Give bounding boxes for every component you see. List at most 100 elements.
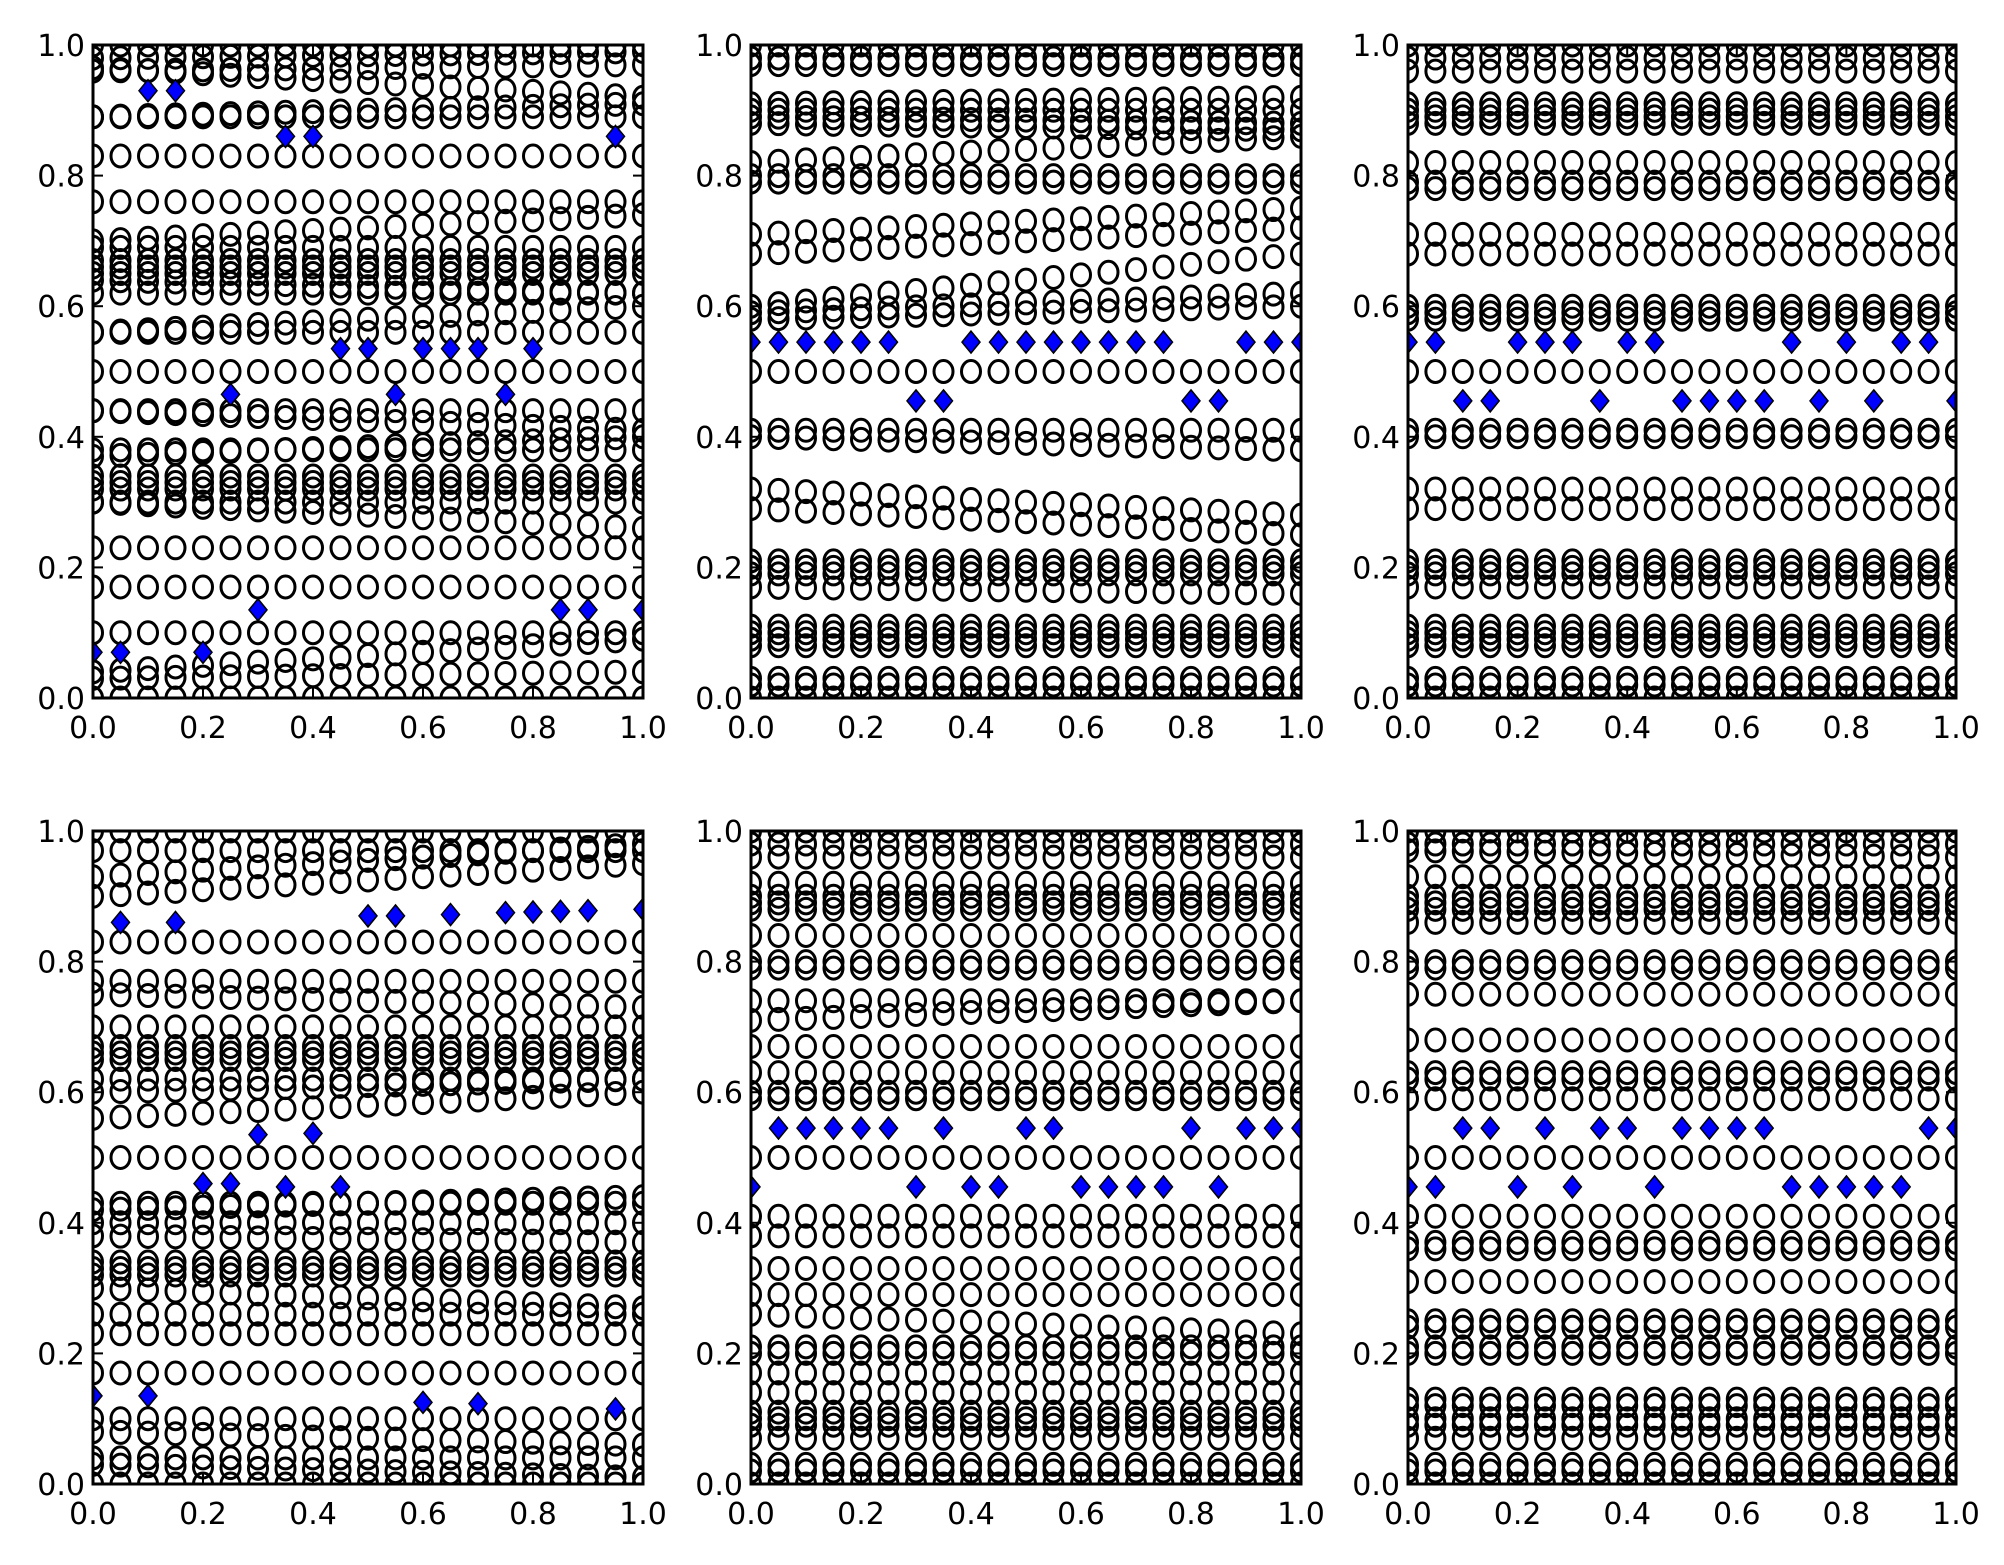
circle-marker — [93, 1451, 104, 1477]
circle-marker — [1808, 58, 1830, 84]
circle-marker — [1070, 1203, 1092, 1229]
circle-marker — [1534, 665, 1556, 691]
circle-marker — [192, 1406, 214, 1432]
circle-marker — [1917, 417, 1940, 443]
circle-marker — [1945, 909, 1956, 935]
circle-marker — [1235, 45, 1257, 58]
circle-marker — [1408, 1334, 1419, 1360]
circle-marker — [1588, 561, 1611, 587]
circle-marker — [751, 52, 762, 78]
circle-marker — [1290, 955, 1301, 981]
circle-marker — [1698, 476, 1721, 502]
circle-marker — [137, 1445, 159, 1471]
circle-marker — [1479, 58, 1502, 84]
circle-marker — [1616, 981, 1639, 1007]
circle-marker — [192, 470, 214, 496]
circle-marker — [192, 1471, 214, 1484]
circle-marker — [822, 480, 845, 506]
circle-marker — [1097, 359, 1120, 384]
circle-marker — [439, 302, 462, 328]
y-tick-label: 0.8 — [37, 160, 85, 195]
circle-marker — [137, 620, 159, 646]
circle-marker — [1917, 909, 1940, 935]
circle-marker — [604, 1229, 627, 1255]
circle-marker — [192, 1047, 214, 1073]
circle-marker — [1698, 1334, 1721, 1360]
circle-marker — [1290, 502, 1301, 528]
circle-marker — [1725, 1060, 1748, 1086]
circle-marker — [1862, 1203, 1885, 1229]
circle-marker — [932, 106, 955, 132]
circle-marker — [329, 463, 352, 489]
circle-marker — [1506, 949, 1529, 975]
y-tick-label: 0.0 — [695, 682, 743, 717]
circle-marker — [1207, 97, 1230, 123]
circle-marker — [1180, 579, 1202, 605]
circle-marker — [987, 97, 1010, 123]
circle-marker — [795, 1412, 817, 1438]
circle-marker — [247, 1471, 269, 1484]
circle-marker — [302, 1192, 324, 1218]
circle-marker — [549, 1256, 572, 1282]
circle-marker — [467, 1262, 489, 1288]
circle-marker — [932, 1412, 955, 1438]
circle-marker — [1862, 169, 1885, 195]
circle-marker — [274, 929, 297, 955]
circle-marker — [1070, 45, 1092, 58]
circle-marker — [1835, 150, 1858, 176]
circle-marker — [987, 620, 1010, 646]
circle-marker — [850, 296, 872, 322]
circle-marker — [1408, 909, 1419, 935]
circle-marker — [1451, 554, 1474, 580]
circle-marker — [1753, 1471, 1776, 1484]
circle-marker — [751, 548, 762, 574]
circle-marker — [1671, 949, 1693, 975]
circle-marker — [329, 968, 352, 994]
circle-marker — [1780, 1027, 1803, 1053]
circle-marker — [1408, 45, 1419, 71]
circle-marker — [302, 831, 324, 844]
circle-marker — [1534, 981, 1556, 1007]
circle-marker — [1479, 1229, 1502, 1255]
circle-marker — [1588, 300, 1611, 326]
series-diamonds — [751, 1115, 1301, 1200]
circle-marker — [384, 1360, 407, 1386]
circle-marker — [384, 865, 407, 891]
circle-marker — [1506, 300, 1529, 326]
circle-marker — [1506, 981, 1529, 1007]
circle-marker — [1808, 241, 1830, 267]
circle-marker — [767, 90, 790, 116]
circle-marker — [1890, 496, 1913, 522]
circle-marker — [632, 1464, 643, 1484]
circle-marker — [357, 847, 379, 873]
circle-marker — [1042, 922, 1065, 948]
circle-marker — [549, 143, 572, 169]
circle-marker — [1561, 417, 1584, 443]
circle-marker — [219, 280, 242, 306]
circle-marker — [164, 1301, 187, 1327]
diamond-marker — [440, 902, 461, 927]
circle-marker — [877, 1471, 900, 1484]
circle-marker — [412, 261, 434, 287]
circle-marker — [1015, 672, 1037, 698]
circle-marker — [1534, 1314, 1556, 1340]
circle-marker — [1408, 1458, 1419, 1484]
circle-marker — [1451, 293, 1474, 319]
circle-marker — [494, 1249, 517, 1275]
circle-marker — [1097, 1145, 1120, 1170]
circle-marker — [109, 45, 132, 71]
circle-marker — [494, 247, 517, 273]
circle-marker — [877, 949, 900, 975]
circle-marker — [1424, 58, 1447, 84]
circle-marker — [1042, 870, 1065, 896]
circle-marker — [1643, 665, 1666, 691]
circle-marker — [109, 1249, 132, 1275]
circle-marker — [850, 561, 872, 587]
circle-marker — [1408, 890, 1419, 916]
circle-marker — [192, 280, 214, 306]
circle-marker — [1290, 1451, 1301, 1477]
circle-marker — [1725, 981, 1748, 1007]
y-tick-label: 1.0 — [695, 815, 743, 850]
circle-marker — [1671, 476, 1693, 502]
circle-marker — [1698, 1229, 1721, 1255]
